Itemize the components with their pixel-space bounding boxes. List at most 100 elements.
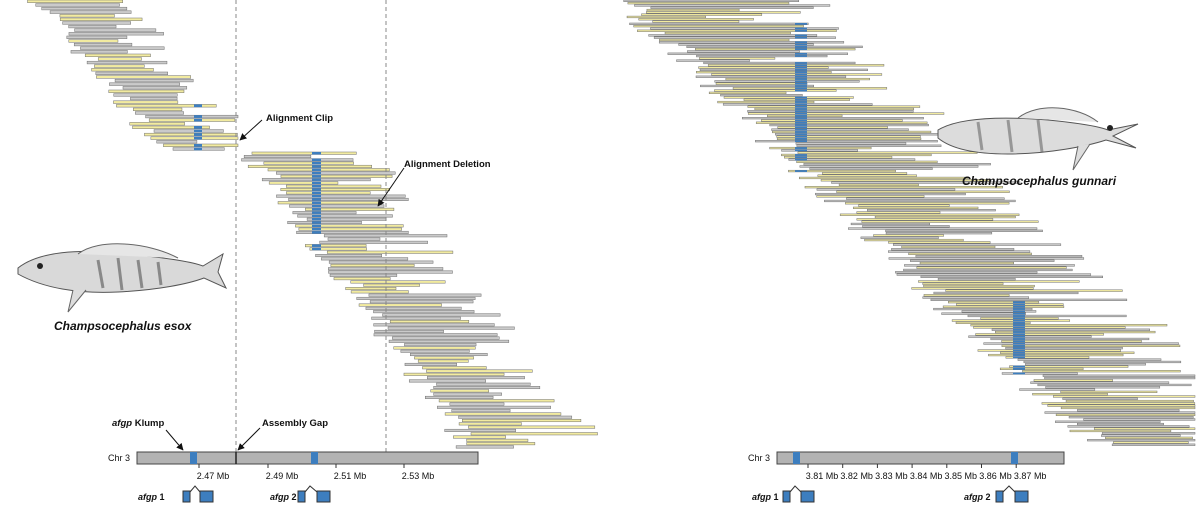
read bbox=[922, 282, 1004, 285]
read bbox=[444, 412, 562, 416]
read bbox=[836, 190, 1010, 193]
read bbox=[860, 236, 939, 239]
read bbox=[838, 183, 919, 186]
read bbox=[755, 121, 928, 124]
read bbox=[1009, 365, 1129, 368]
read bbox=[263, 161, 354, 165]
read bbox=[1001, 340, 1142, 343]
read bbox=[970, 324, 1168, 327]
tick-label: 3.85 Mb bbox=[945, 471, 978, 481]
read bbox=[145, 114, 239, 119]
afgp-segment bbox=[795, 62, 807, 64]
read bbox=[888, 241, 991, 244]
afgp-segment bbox=[795, 36, 807, 39]
read bbox=[414, 356, 474, 360]
read bbox=[438, 399, 555, 403]
read bbox=[1032, 393, 1108, 396]
afgp-segment bbox=[1013, 315, 1025, 317]
annotation-arrow bbox=[377, 167, 405, 207]
read bbox=[319, 240, 428, 244]
read bbox=[455, 445, 514, 449]
afgp-segment bbox=[312, 247, 321, 251]
read bbox=[403, 372, 505, 376]
read bbox=[427, 376, 525, 380]
read bbox=[135, 111, 184, 115]
afgp-locus bbox=[190, 452, 197, 464]
afgp-segment bbox=[795, 43, 807, 46]
read bbox=[91, 68, 154, 72]
afgp-segment bbox=[795, 147, 807, 149]
afgp-segment bbox=[1013, 310, 1025, 313]
read bbox=[915, 255, 1083, 258]
afgp-segment bbox=[1013, 335, 1025, 338]
read bbox=[923, 284, 1035, 288]
afgp-segment bbox=[795, 78, 807, 80]
chromosome-bar bbox=[136, 451, 479, 465]
afgp-segment bbox=[795, 117, 807, 120]
read bbox=[1023, 360, 1182, 364]
afgp-locus bbox=[311, 452, 318, 464]
read bbox=[113, 93, 178, 97]
afgp-segment bbox=[312, 201, 321, 204]
read bbox=[698, 66, 829, 69]
read bbox=[911, 287, 1034, 290]
read bbox=[937, 278, 1016, 281]
read bbox=[973, 326, 1126, 329]
read bbox=[975, 333, 1104, 336]
read bbox=[1111, 443, 1196, 446]
annotation: afgp Klump bbox=[112, 418, 164, 429]
afgp-segment bbox=[795, 55, 807, 57]
read bbox=[1044, 376, 1196, 380]
afgp-segment bbox=[194, 133, 202, 136]
read bbox=[356, 296, 476, 300]
chromosome-label: Chr 3 bbox=[748, 453, 770, 463]
read bbox=[1055, 420, 1161, 423]
read bbox=[741, 117, 924, 120]
afgp-segment bbox=[312, 204, 321, 208]
read bbox=[62, 21, 131, 25]
read bbox=[650, 6, 814, 9]
afgp-segment bbox=[194, 126, 202, 129]
read bbox=[374, 329, 444, 333]
read bbox=[862, 225, 950, 228]
afgp-segment bbox=[795, 71, 807, 74]
read bbox=[873, 234, 944, 237]
afgp-segment bbox=[1013, 322, 1025, 324]
read bbox=[327, 237, 381, 241]
read bbox=[404, 362, 457, 366]
afgp-segment bbox=[795, 121, 807, 124]
read bbox=[305, 207, 395, 211]
read bbox=[458, 415, 573, 419]
read bbox=[686, 45, 863, 48]
read bbox=[646, 8, 740, 12]
read bbox=[961, 310, 1037, 313]
tick-label: 3.82 Mb bbox=[840, 471, 873, 481]
read bbox=[658, 41, 845, 44]
read bbox=[144, 132, 238, 137]
read bbox=[1001, 344, 1181, 347]
tick-label: 2.47 Mb bbox=[197, 471, 230, 481]
read bbox=[321, 257, 409, 261]
read-alignments bbox=[27, 0, 1196, 449]
read bbox=[888, 250, 1031, 253]
read bbox=[648, 34, 818, 37]
read bbox=[97, 57, 142, 61]
afgp-segment bbox=[312, 178, 321, 181]
afgp-segment bbox=[795, 154, 807, 156]
read bbox=[908, 252, 1032, 255]
read bbox=[1019, 388, 1096, 391]
read bbox=[470, 432, 598, 436]
read bbox=[1025, 363, 1146, 366]
read bbox=[466, 438, 529, 442]
read bbox=[699, 68, 868, 71]
read bbox=[330, 263, 415, 267]
read bbox=[641, 13, 763, 16]
species-label: Champsocephalus gunnari bbox=[962, 174, 1117, 188]
afgp-segment bbox=[312, 152, 321, 155]
read bbox=[772, 130, 932, 134]
read bbox=[822, 172, 908, 175]
read bbox=[288, 197, 409, 201]
afgp-segment bbox=[795, 82, 807, 85]
read bbox=[638, 18, 754, 21]
read bbox=[387, 326, 515, 330]
